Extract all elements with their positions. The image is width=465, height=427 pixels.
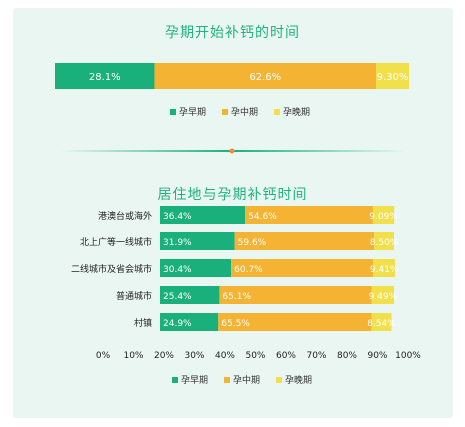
chart-2-legend-swatch-2 bbox=[276, 377, 282, 383]
chart-2-bar-2-2 bbox=[373, 259, 396, 277]
chart-2-category-label-0: 港澳台或海外 bbox=[98, 210, 152, 222]
chart-2-category-label-1: 北上广等一线城市 bbox=[80, 236, 152, 248]
chart-2-data-label-3-1: 65.1% bbox=[222, 292, 251, 302]
chart-2-bar-3-1 bbox=[219, 286, 372, 304]
chart-2-data-label-1-2: 8.50% bbox=[370, 238, 399, 248]
chart-2-x-tick-1: 10% bbox=[123, 351, 143, 361]
chart-2-category-label-2: 二线城市及省会城市 bbox=[71, 263, 152, 275]
chart-2-data-label-2-2: 9.41% bbox=[370, 265, 399, 275]
chart-2-legend-label-2: 孕晚期 bbox=[285, 375, 312, 386]
chart-2-category-label-4: 村镇 bbox=[134, 317, 152, 329]
chart-2-data-label-2-1: 60.7% bbox=[234, 265, 263, 275]
chart-2-x-tick-0: 0% bbox=[96, 351, 111, 361]
chart-1-bar-2 bbox=[376, 63, 409, 89]
chart-2-x-tick-7: 70% bbox=[306, 351, 326, 361]
chart-1-data-label-2: 9.30% bbox=[377, 72, 409, 83]
chart-1-data-label-1: 62.6% bbox=[249, 72, 281, 83]
chart-2-x-tick-8: 80% bbox=[337, 351, 357, 361]
chart-2-legend-swatch-0 bbox=[172, 377, 178, 383]
chart-2-bar-2-0 bbox=[160, 259, 232, 277]
chart-2-bar-0-0 bbox=[160, 206, 246, 224]
chart-1-legend-label-0: 孕早期 bbox=[179, 107, 206, 118]
chart-2-data-label-4-1: 65.5% bbox=[221, 319, 250, 329]
chart-2-x-tick-5: 50% bbox=[245, 351, 265, 361]
chart-2-bar-1-0 bbox=[160, 232, 235, 250]
chart-2-category-label-3: 普通城市 bbox=[116, 290, 152, 302]
chart-2-data-label-0-2: 9.09% bbox=[369, 212, 398, 222]
chart-2-x-tick-10: 100% bbox=[395, 351, 421, 361]
chart-2-legend-swatch-1 bbox=[224, 377, 230, 383]
chart-1-data-label-0: 28.1% bbox=[89, 72, 121, 83]
chart-2-data-label-1-0: 31.9% bbox=[163, 238, 192, 248]
chart-1-bar-0 bbox=[55, 63, 155, 89]
chart-2-data-label-3-2: 9.49% bbox=[369, 292, 398, 302]
chart-2-bar-0-2 bbox=[372, 206, 395, 224]
chart-2-data-label-3-0: 25.4% bbox=[163, 292, 192, 302]
chart-2-x-tick-9: 90% bbox=[367, 351, 387, 361]
chart-2-bar-0-1 bbox=[245, 206, 373, 224]
divider-dot bbox=[229, 148, 235, 154]
chart-2-bar-4-0 bbox=[160, 313, 219, 331]
chart-2-x-tick-6: 60% bbox=[276, 351, 296, 361]
chart-1-title: 孕期开始补钙的时间 bbox=[165, 25, 300, 41]
chart-2-data-label-0-1: 54.6% bbox=[248, 212, 277, 222]
chart-1-legend-swatch-1 bbox=[222, 109, 228, 115]
chart-2-data-label-0-0: 36.4% bbox=[163, 212, 192, 222]
chart-2-x-tick-4: 40% bbox=[215, 351, 235, 361]
chart-2-x-tick-3: 30% bbox=[184, 351, 204, 361]
chart-1-legend-swatch-2 bbox=[274, 109, 280, 115]
chart-1-legend-label-2: 孕晚期 bbox=[283, 107, 310, 118]
chart-1-bar-1 bbox=[154, 63, 377, 89]
chart-2-bar-4-1 bbox=[218, 313, 372, 331]
chart-2-bar-4-2 bbox=[371, 313, 392, 331]
chart-2-data-label-2-0: 30.4% bbox=[163, 265, 192, 275]
chart-2-bar-2-1 bbox=[231, 259, 374, 277]
chart-2-bar-3-0 bbox=[160, 286, 220, 304]
chart-2-legend-label-0: 孕早期 bbox=[181, 375, 208, 386]
chart-2-data-label-1-1: 59.6% bbox=[238, 238, 267, 248]
chart-2-title: 居住地与孕期补钙时间 bbox=[157, 187, 308, 203]
chart-2-data-label-4-2: 8.54% bbox=[367, 319, 396, 329]
chart-2-bar-1-2 bbox=[374, 232, 394, 250]
chart-1-legend-label-1: 孕中期 bbox=[231, 106, 258, 118]
chart-2-legend-label-1: 孕中期 bbox=[233, 374, 260, 386]
chart-2-bar-3-2 bbox=[371, 286, 394, 304]
chart-1-legend-swatch-0 bbox=[170, 109, 176, 115]
chart-2-x-tick-2: 20% bbox=[154, 351, 174, 361]
chart-2-data-label-4-0: 24.9% bbox=[163, 319, 192, 329]
chart-2-bar-1-1 bbox=[234, 232, 375, 250]
